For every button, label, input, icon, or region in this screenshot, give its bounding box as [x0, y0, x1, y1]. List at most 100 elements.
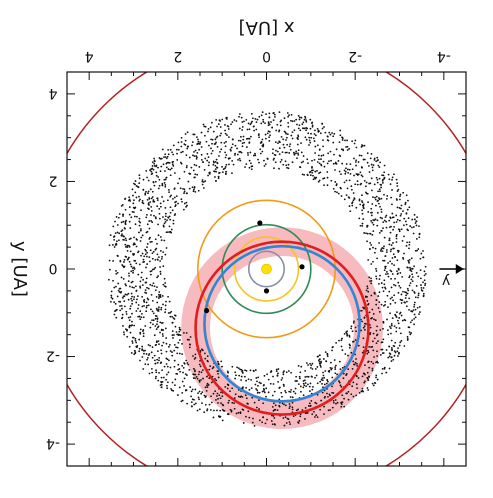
- asteroid-point: [176, 394, 179, 396]
- asteroid-point: [396, 311, 398, 314]
- asteroid-point: [377, 197, 380, 199]
- asteroid-point: [241, 396, 244, 398]
- asteroid-point: [127, 298, 130, 301]
- asteroid-point: [407, 217, 410, 220]
- asteroid-point: [380, 230, 383, 232]
- asteroid-point: [385, 197, 388, 200]
- asteroid-point: [390, 270, 393, 273]
- asteroid-point: [191, 141, 194, 144]
- asteroid-point: [161, 255, 163, 258]
- asteroid-point: [352, 340, 355, 343]
- asteroid-point: [379, 216, 382, 219]
- asteroid-point: [247, 154, 249, 156]
- asteroid-point: [161, 196, 163, 198]
- asteroid-point: [131, 295, 133, 298]
- asteroid-point: [299, 377, 301, 380]
- asteroid-point: [355, 159, 358, 162]
- asteroid-point: [323, 396, 326, 399]
- asteroid-point: [142, 316, 145, 319]
- asteroid-point: [132, 243, 135, 246]
- asteroid-point: [224, 129, 226, 132]
- asteroid-point: [120, 234, 123, 237]
- asteroid-point: [303, 118, 306, 121]
- asteroid-point: [386, 271, 388, 273]
- asteroid-point: [126, 249, 129, 252]
- asteroid-point: [266, 373, 268, 376]
- asteroid-point: [302, 382, 305, 385]
- asteroid-point: [184, 373, 187, 375]
- asteroid-point: [370, 152, 373, 155]
- asteroid-point: [372, 223, 375, 226]
- asteroid-point: [133, 236, 135, 239]
- asteroid-point: [226, 134, 228, 136]
- asteroid-point: [322, 145, 324, 148]
- asteroid-point: [388, 355, 391, 358]
- asteroid-point: [422, 287, 425, 289]
- asteroid-point: [225, 170, 228, 173]
- asteroid-point: [379, 354, 382, 356]
- asteroid-point: [262, 388, 265, 390]
- asteroid-point: [141, 252, 144, 255]
- asteroid-point: [243, 141, 246, 144]
- asteroid-point: [340, 405, 343, 408]
- asteroid-point: [149, 283, 152, 286]
- asteroid-point: [297, 149, 300, 152]
- asteroid-point: [291, 131, 294, 134]
- asteroid-point: [331, 385, 333, 388]
- asteroid-point: [202, 161, 205, 164]
- asteroid-point: [241, 145, 244, 148]
- asteroid-point: [417, 296, 419, 299]
- asteroid-point: [141, 345, 144, 348]
- asteroid-point: [282, 417, 285, 419]
- asteroid-point: [394, 301, 397, 304]
- asteroid-point: [168, 345, 170, 348]
- asteroid-point: [207, 360, 209, 363]
- asteroid-point: [295, 150, 298, 153]
- asteroid-point: [210, 381, 213, 384]
- asteroid-point: [135, 289, 138, 292]
- asteroid-point: [241, 408, 244, 411]
- asteroid-point: [403, 235, 405, 238]
- asteroid-point: [336, 401, 339, 404]
- asteroid-point: [147, 298, 150, 301]
- asteroid-point: [329, 150, 332, 153]
- asteroid-point: [135, 310, 138, 312]
- asteroid-point: [248, 388, 251, 391]
- asteroid-point: [148, 238, 151, 240]
- asteroid-point: [405, 194, 408, 197]
- asteroid-point: [241, 370, 243, 373]
- asteroid-point: [185, 332, 188, 334]
- asteroid-point: [146, 358, 148, 361]
- asteroid-point: [345, 194, 348, 197]
- asteroid-point: [392, 228, 394, 231]
- asteroid-point: [139, 332, 142, 335]
- asteroid-point: [283, 117, 286, 120]
- asteroid-point: [139, 286, 142, 289]
- asteroid-point: [220, 360, 223, 363]
- asteroid-point: [298, 124, 301, 127]
- asteroid-point: [183, 385, 185, 387]
- asteroid-point: [383, 259, 386, 262]
- asteroid-point: [131, 267, 134, 270]
- asteroid-point: [152, 323, 154, 326]
- asteroid-point: [204, 157, 207, 160]
- asteroid-point: [119, 291, 122, 294]
- asteroid-point: [356, 174, 359, 176]
- asteroid-point: [198, 380, 201, 383]
- asteroid-point: [336, 191, 338, 194]
- asteroid-point: [220, 132, 223, 135]
- asteroid-point: [248, 128, 251, 131]
- asteroid-point: [151, 221, 154, 224]
- asteroid-point: [307, 132, 310, 135]
- asteroid-point: [313, 416, 316, 418]
- asteroid-point: [164, 220, 167, 223]
- asteroid-point: [191, 388, 194, 391]
- asteroid-point: [344, 170, 347, 173]
- asteroid-point: [374, 319, 377, 322]
- asteroid-point: [345, 146, 347, 148]
- asteroid-point: [366, 295, 369, 298]
- asteroid-point: [249, 123, 252, 126]
- asteroid-point: [245, 118, 248, 121]
- asteroid-point: [290, 389, 293, 391]
- asteroid-point: [227, 401, 230, 404]
